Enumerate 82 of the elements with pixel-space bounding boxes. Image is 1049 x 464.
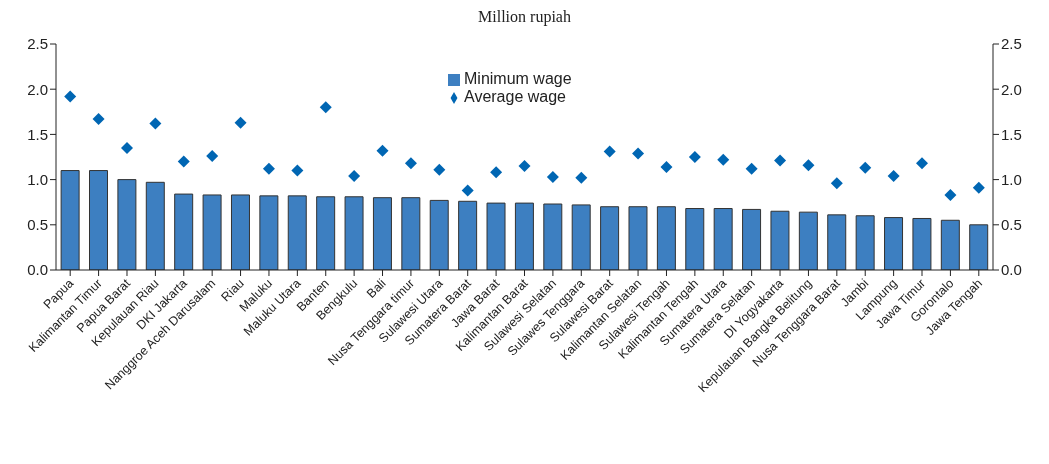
bar [940, 219, 960, 270]
bar [628, 206, 648, 270]
point [206, 150, 219, 163]
y2-tick-label: 2.5 [1001, 35, 1022, 53]
bar [969, 224, 989, 270]
bar [230, 194, 250, 270]
point [120, 141, 133, 154]
bar [372, 197, 392, 270]
bar [316, 196, 336, 270]
y-tick-label: 0.5 [27, 216, 48, 234]
bar [259, 195, 279, 270]
bar [89, 170, 108, 270]
bar [742, 208, 762, 270]
bar [571, 204, 591, 270]
bar [656, 206, 676, 270]
point [262, 162, 275, 175]
point [944, 188, 957, 201]
bar [458, 200, 478, 270]
point [916, 157, 929, 170]
point [717, 153, 730, 166]
point [461, 184, 474, 197]
point [660, 160, 673, 173]
point [688, 151, 701, 163]
point [518, 160, 531, 173]
bar [401, 197, 421, 270]
bar [60, 170, 80, 270]
bar [174, 193, 194, 270]
point [376, 144, 389, 157]
bar [855, 215, 875, 270]
bar [145, 181, 165, 270]
legend-label: Average wage [464, 88, 566, 105]
y2-tick-label: 2.0 [1001, 80, 1022, 98]
point [177, 155, 190, 168]
point [603, 145, 616, 158]
bar [770, 210, 790, 270]
bar [713, 208, 733, 270]
point [774, 154, 787, 167]
bar [600, 206, 620, 270]
point [149, 117, 162, 130]
point [802, 159, 815, 172]
bar [884, 217, 904, 270]
point [632, 147, 645, 160]
point [433, 163, 446, 176]
legend-label: Minimum wage [464, 70, 572, 87]
bar [514, 202, 534, 270]
point [92, 113, 105, 126]
point [291, 164, 304, 177]
chart-title: Million rupiah [477, 8, 572, 26]
bar [912, 217, 932, 270]
point [546, 170, 559, 183]
y-tick-label: 0.0 [27, 261, 48, 279]
bar [344, 196, 364, 270]
bar [827, 214, 847, 270]
point [745, 162, 758, 175]
point [234, 116, 247, 129]
x-tick-label: Bali [364, 276, 389, 301]
bar [486, 202, 506, 270]
bar [543, 203, 563, 270]
point [859, 161, 872, 174]
y2-tick-label: 1.0 [1001, 170, 1022, 188]
y-tick-label: 2.0 [27, 80, 48, 98]
point [490, 166, 503, 179]
bar [798, 211, 818, 270]
y2-tick-label: 0.0 [1001, 261, 1022, 279]
point [830, 177, 843, 190]
point [404, 157, 417, 170]
point [575, 171, 588, 184]
bar [287, 195, 307, 270]
bar [117, 179, 137, 270]
point [64, 90, 77, 103]
y-tick-label: 1.0 [27, 170, 48, 188]
bar [685, 208, 705, 270]
point [348, 169, 361, 182]
y2-tick-label: 1.5 [1001, 125, 1022, 143]
y-tick-label: 1.5 [27, 125, 48, 143]
y-tick-label: 2.5 [27, 35, 48, 53]
bar [429, 199, 449, 270]
point [972, 181, 985, 194]
point [319, 101, 332, 114]
bar [202, 194, 222, 270]
y2-tick-label: 0.5 [1001, 216, 1022, 234]
point [887, 169, 900, 182]
